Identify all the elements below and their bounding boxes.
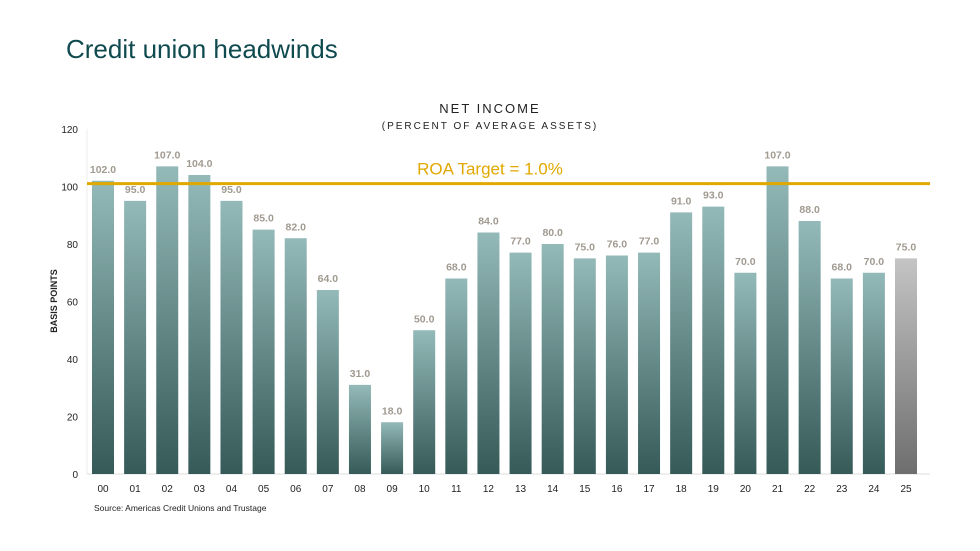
bar-21	[766, 166, 789, 474]
data-label: 102.0	[90, 164, 116, 176]
x-tick-label: 16	[611, 484, 623, 495]
bar-04	[220, 200, 243, 474]
bar-18	[670, 212, 693, 474]
x-tick-label: 14	[547, 484, 559, 495]
y-tick-label: 20	[67, 413, 79, 424]
bar-16	[605, 255, 628, 474]
bar-09	[381, 422, 404, 474]
data-label: 85.0	[253, 213, 274, 225]
x-tick-label: 04	[226, 484, 238, 495]
data-label: 107.0	[764, 149, 790, 161]
x-tick-label: 19	[708, 484, 720, 495]
x-tick-label: 00	[97, 484, 109, 495]
data-label: 77.0	[639, 236, 660, 248]
data-label: 107.0	[154, 149, 180, 161]
y-tick-label: 100	[61, 183, 78, 194]
x-tick-label: 20	[740, 484, 752, 495]
bar-14	[541, 244, 564, 474]
x-tick-label: 13	[515, 484, 527, 495]
data-label: 82.0	[286, 221, 307, 233]
bar-12	[477, 232, 500, 474]
data-label: 95.0	[125, 184, 146, 196]
x-tick-label: 23	[836, 484, 848, 495]
x-tick-label: 17	[643, 484, 655, 495]
bar-01	[124, 200, 147, 474]
data-label: 84.0	[478, 216, 499, 228]
bar-00	[92, 180, 114, 474]
x-tick-label: 22	[804, 484, 816, 495]
bar-13	[509, 252, 532, 474]
bar-15	[573, 258, 596, 474]
x-tick-label: 06	[290, 484, 302, 495]
bar-19	[702, 206, 725, 474]
data-label: 31.0	[350, 368, 371, 380]
data-label: 75.0	[575, 241, 596, 253]
x-tick-label: 15	[579, 484, 591, 495]
x-tick-label: 02	[162, 484, 174, 495]
data-label: 80.0	[542, 227, 563, 239]
x-tick-label: 10	[419, 484, 431, 495]
bar-06	[284, 238, 307, 474]
data-label: 76.0	[607, 239, 628, 251]
x-tick-label: 05	[258, 484, 270, 495]
x-tick-label: 09	[387, 484, 399, 495]
data-label: 70.0	[735, 256, 756, 268]
x-tick-label: 24	[868, 484, 880, 495]
data-label: 18.0	[382, 405, 403, 417]
y-tick-label: 40	[67, 355, 79, 366]
y-tick-label: 120	[61, 125, 78, 136]
x-tick-label: 08	[354, 484, 366, 495]
x-tick-label: 03	[194, 484, 206, 495]
x-tick-label: 01	[130, 484, 142, 495]
data-label: 68.0	[446, 262, 467, 274]
roa-target-label: ROA Target = 1.0%	[417, 160, 563, 179]
x-tick-label: 21	[772, 484, 784, 495]
bar-24	[862, 272, 885, 474]
data-label: 50.0	[414, 313, 435, 325]
chart-subtitle: (PERCENT OF AVERAGE ASSETS)	[382, 121, 598, 132]
bar-03	[188, 175, 211, 474]
bar-07	[316, 290, 339, 474]
source-note: Source: Americas Credit Unions and Trust…	[94, 503, 267, 513]
bar-25	[895, 258, 917, 474]
bar-10	[413, 330, 436, 474]
bar-02	[156, 166, 179, 474]
slide-title: Credit union headwinds	[66, 34, 338, 64]
x-tick-label: 25	[900, 484, 912, 495]
data-label: 95.0	[221, 184, 242, 196]
x-tick-label: 07	[322, 484, 334, 495]
bar-05	[252, 229, 275, 474]
y-tick-label: 80	[67, 240, 79, 251]
data-label: 70.0	[864, 256, 885, 268]
data-label: 75.0	[896, 241, 917, 253]
y-tick-label: 60	[67, 298, 79, 309]
chart-title: NET INCOME	[439, 101, 540, 116]
y-axis-label: BASIS POINTS	[49, 269, 59, 333]
data-label: 77.0	[510, 236, 531, 248]
data-label: 91.0	[671, 195, 692, 207]
bar-17	[638, 252, 661, 474]
x-tick-label: 12	[483, 484, 495, 495]
data-label: 68.0	[832, 262, 853, 274]
bar-22	[798, 221, 821, 474]
x-tick-label: 18	[676, 484, 688, 495]
x-tick-label: 11	[451, 484, 462, 495]
data-label: 104.0	[186, 158, 212, 170]
bar-11	[445, 278, 468, 474]
y-tick-label: 0	[72, 470, 78, 481]
bar-23	[830, 278, 853, 474]
bar-20	[734, 272, 757, 474]
data-label: 64.0	[318, 273, 339, 285]
data-label: 93.0	[703, 190, 724, 202]
data-label: 88.0	[799, 204, 820, 216]
bar-08	[348, 384, 371, 474]
